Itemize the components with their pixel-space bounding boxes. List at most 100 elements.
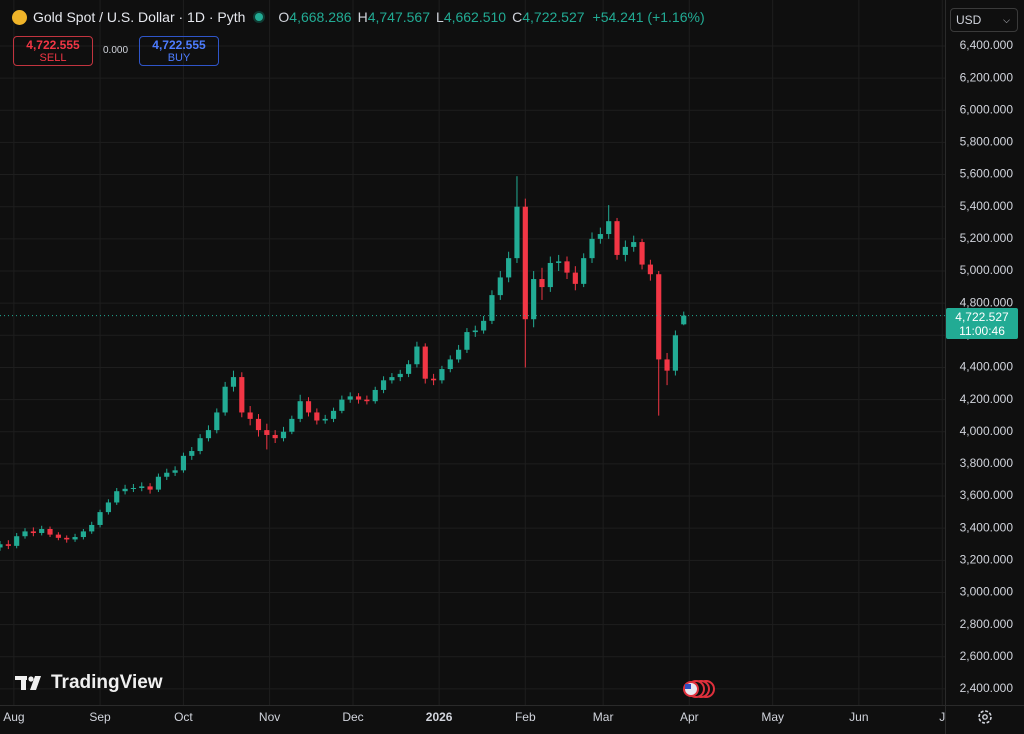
y-tick-label: 3,400.000 (960, 520, 1014, 534)
candle-body (497, 277, 503, 296)
candle-body (447, 359, 453, 370)
candle-body (514, 206, 520, 259)
dropdown-caret: ⌵ (1003, 15, 1010, 25)
candle-body (464, 332, 470, 350)
symbol-title[interactable]: Gold Spot / U.S. Dollar · 1D · Pyth (33, 9, 246, 25)
y-tick-label: 6,000.000 (960, 102, 1014, 116)
candle-body (147, 486, 153, 490)
candle-body (556, 261, 562, 263)
candle-body (272, 434, 278, 439)
event-markers[interactable] (683, 680, 715, 698)
candle-body (380, 380, 387, 390)
ohlc-key: O (278, 9, 290, 25)
candle-body (122, 488, 128, 492)
y-tick-label: 4,000.000 (960, 424, 1014, 438)
candle-body (205, 430, 212, 439)
y-tick-label: 5,400.000 (960, 199, 1014, 213)
y-tick-label: 5,600.000 (960, 167, 1014, 181)
y-tick-label: 2,600.000 (960, 649, 1014, 663)
x-tick-label: Aug (3, 710, 24, 724)
candle-body (606, 221, 612, 235)
candle-body (30, 531, 36, 534)
candle-body (414, 346, 420, 365)
candle-body (622, 246, 628, 255)
candle-body (564, 261, 570, 273)
x-tick-label: Oct (174, 710, 193, 724)
candle-body (197, 438, 203, 452)
y-tick-label: 5,200.000 (960, 231, 1014, 245)
candle-body (39, 528, 45, 534)
sell-label: SELL (39, 52, 67, 64)
candle-body (364, 399, 370, 402)
x-tick-label: Nov (259, 710, 280, 724)
y-tick-label: 3,800.000 (960, 456, 1014, 470)
y-tick-label: 2,800.000 (960, 617, 1014, 631)
candle-body (247, 412, 253, 419)
candle-body (581, 258, 587, 284)
candle-body (139, 486, 145, 489)
candle-body (389, 377, 395, 381)
candle-body (239, 377, 245, 413)
candle-body (481, 320, 487, 331)
candle-body (297, 401, 303, 419)
y-tick-label: 5,800.000 (960, 135, 1014, 149)
candle-body (264, 430, 270, 435)
y-tick-label: 3,200.000 (960, 553, 1014, 567)
candle-body (105, 502, 111, 513)
brand-name: TradingView (51, 672, 163, 693)
candle-body (522, 206, 528, 320)
candle-body (639, 242, 645, 265)
candle-body (489, 295, 495, 321)
price-change: +54.241 (+1.16%) (592, 9, 705, 25)
buy-price: 4,722.555 (152, 38, 206, 52)
candle-body (547, 262, 553, 288)
countdown: 11:00:46 (959, 323, 1005, 338)
x-tick-label: Sep (89, 710, 111, 724)
candle-body (431, 378, 437, 381)
candle-body (0, 544, 3, 548)
ohlc-value: 4,747.567 (367, 9, 431, 25)
candle-body (130, 488, 136, 490)
symbol-header[interactable]: Gold Spot / U.S. Dollar · 1D · Pyth O 4,6… (12, 9, 705, 25)
candle-body (164, 472, 170, 477)
x-tick-label: Apr (680, 710, 699, 724)
sell-button[interactable]: 4,722.555 SELL (13, 36, 93, 66)
candle-body (664, 359, 670, 371)
candle-body (89, 524, 95, 532)
candle-body (180, 455, 187, 471)
settings-button[interactable] (978, 710, 992, 724)
candle-body (647, 264, 653, 275)
candle-body (531, 279, 537, 320)
candle-body (614, 221, 620, 255)
candle-body (22, 531, 28, 537)
y-tick-label: 3,600.000 (960, 488, 1014, 502)
gear-outer (978, 710, 992, 724)
candle-body (189, 451, 195, 456)
candle-body (172, 470, 178, 473)
candle-body (405, 364, 412, 374)
gear-inner (982, 714, 988, 720)
candle-body (372, 389, 378, 402)
x-tick-label: Feb (515, 710, 536, 724)
ohlc-value: 4,668.286 (289, 9, 352, 25)
candle-body (506, 258, 512, 278)
currency-select[interactable]: USD ⌵ (950, 8, 1018, 32)
candle-body (230, 377, 237, 387)
y-tick-label: 4,800.000 (960, 295, 1014, 309)
y-tick-label: 2,400.000 (960, 681, 1014, 695)
buy-label: BUY (167, 52, 191, 64)
candle-body (55, 534, 61, 538)
currency-label: USD (956, 13, 982, 27)
buy-button[interactable]: 4,722.555 BUY (139, 36, 219, 66)
last-price-label: 4,722.527 (955, 309, 1009, 324)
candle-body (355, 396, 362, 400)
candle-body (289, 418, 295, 432)
candle-body (314, 412, 320, 421)
x-tick-label: 2026 (426, 710, 453, 724)
brand-logo[interactable]: TradingView (15, 672, 163, 694)
symbol-icon (12, 9, 27, 25)
candle-body (597, 234, 603, 239)
ohlc-key: C (512, 9, 523, 25)
candle-body (397, 373, 403, 378)
